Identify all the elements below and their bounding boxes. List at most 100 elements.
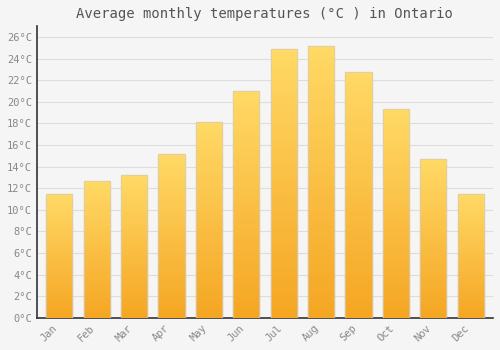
Bar bbox=[84, 263, 110, 266]
Bar bbox=[121, 278, 147, 281]
Bar bbox=[121, 206, 147, 210]
Bar bbox=[458, 206, 483, 209]
Bar bbox=[420, 210, 446, 213]
Bar bbox=[308, 100, 334, 106]
Bar bbox=[84, 233, 110, 236]
Bar bbox=[420, 181, 446, 184]
Bar bbox=[121, 301, 147, 303]
Bar bbox=[420, 261, 446, 264]
Bar bbox=[233, 159, 260, 164]
Bar bbox=[46, 290, 72, 293]
Bar bbox=[158, 223, 184, 226]
Bar bbox=[346, 254, 372, 259]
Bar bbox=[196, 142, 222, 146]
Bar bbox=[308, 187, 334, 193]
Bar bbox=[270, 264, 296, 270]
Bar bbox=[233, 259, 260, 264]
Bar bbox=[233, 186, 260, 191]
Bar bbox=[346, 215, 372, 219]
Bar bbox=[46, 306, 72, 308]
Bar bbox=[458, 256, 483, 258]
Bar bbox=[308, 117, 334, 122]
Bar bbox=[458, 288, 483, 290]
Bar bbox=[270, 49, 296, 54]
Bar bbox=[308, 46, 334, 318]
Bar bbox=[346, 249, 372, 254]
Bar bbox=[270, 130, 296, 135]
Bar bbox=[158, 262, 184, 265]
Bar bbox=[270, 275, 296, 280]
Bar bbox=[158, 193, 184, 196]
Bar bbox=[308, 296, 334, 302]
Bar bbox=[84, 205, 110, 208]
Bar bbox=[308, 231, 334, 236]
Bar bbox=[233, 282, 260, 286]
Bar bbox=[46, 194, 72, 196]
Bar bbox=[346, 210, 372, 215]
Bar bbox=[382, 214, 409, 218]
Bar bbox=[270, 259, 296, 264]
Bar bbox=[382, 309, 409, 314]
Bar bbox=[420, 299, 446, 302]
Bar bbox=[84, 200, 110, 203]
Bar bbox=[196, 161, 222, 166]
Bar bbox=[46, 310, 72, 313]
Bar bbox=[121, 201, 147, 204]
Bar bbox=[121, 190, 147, 193]
Bar bbox=[420, 283, 446, 286]
Bar bbox=[346, 264, 372, 268]
Bar bbox=[196, 166, 222, 169]
Bar bbox=[233, 286, 260, 290]
Bar bbox=[382, 205, 409, 210]
Bar bbox=[121, 241, 147, 244]
Bar bbox=[420, 159, 446, 162]
Bar bbox=[84, 268, 110, 271]
Bar bbox=[121, 227, 147, 230]
Bar bbox=[308, 247, 334, 253]
Bar bbox=[270, 270, 296, 275]
Bar bbox=[84, 244, 110, 246]
Bar bbox=[46, 211, 72, 213]
Bar bbox=[458, 271, 483, 273]
Bar bbox=[420, 245, 446, 248]
Bar bbox=[196, 294, 222, 298]
Bar bbox=[196, 220, 222, 224]
Bar bbox=[270, 81, 296, 86]
Bar bbox=[308, 280, 334, 285]
Bar bbox=[382, 126, 409, 130]
Bar bbox=[233, 227, 260, 232]
Bar bbox=[270, 248, 296, 253]
Bar bbox=[308, 285, 334, 290]
Bar bbox=[196, 173, 222, 177]
Bar bbox=[270, 253, 296, 259]
Bar bbox=[84, 225, 110, 228]
Bar bbox=[158, 154, 184, 157]
Bar bbox=[458, 221, 483, 224]
Bar bbox=[308, 204, 334, 209]
Bar bbox=[46, 266, 72, 268]
Bar bbox=[233, 118, 260, 123]
Bar bbox=[458, 258, 483, 261]
Bar bbox=[121, 284, 147, 287]
Bar bbox=[46, 286, 72, 288]
Bar bbox=[308, 225, 334, 231]
Bar bbox=[121, 187, 147, 190]
Bar bbox=[121, 195, 147, 198]
Bar bbox=[458, 303, 483, 306]
Bar bbox=[233, 313, 260, 318]
Bar bbox=[84, 181, 110, 183]
Bar bbox=[158, 311, 184, 315]
Bar bbox=[84, 222, 110, 225]
Bar bbox=[46, 238, 72, 241]
Bar bbox=[308, 198, 334, 204]
Bar bbox=[382, 314, 409, 318]
Bar bbox=[121, 230, 147, 232]
Bar bbox=[270, 291, 296, 296]
Bar bbox=[196, 158, 222, 161]
Bar bbox=[46, 214, 72, 216]
Bar bbox=[121, 295, 147, 298]
Bar bbox=[84, 266, 110, 268]
Bar bbox=[382, 160, 409, 164]
Bar bbox=[233, 155, 260, 159]
Bar bbox=[196, 126, 222, 130]
